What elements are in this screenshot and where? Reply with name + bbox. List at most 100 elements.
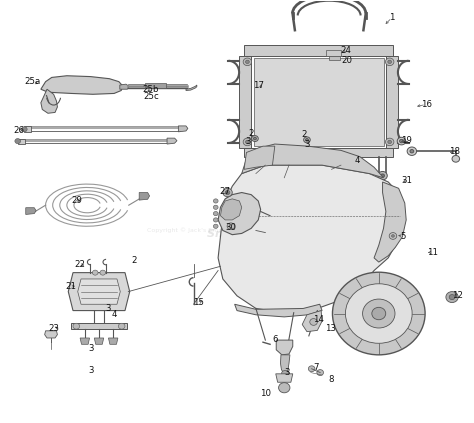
Circle shape	[21, 127, 27, 132]
Text: 13: 13	[325, 324, 336, 333]
Polygon shape	[254, 58, 383, 146]
Text: 6: 6	[273, 335, 278, 344]
Polygon shape	[78, 279, 120, 304]
Polygon shape	[326, 50, 341, 56]
Text: 12: 12	[452, 291, 463, 300]
Text: 25b: 25b	[143, 85, 159, 94]
Circle shape	[279, 383, 290, 393]
Circle shape	[118, 323, 125, 329]
Polygon shape	[80, 338, 90, 344]
Circle shape	[407, 147, 417, 155]
Text: 3: 3	[304, 140, 310, 149]
Text: 31: 31	[401, 176, 413, 185]
Polygon shape	[276, 340, 293, 355]
Circle shape	[385, 138, 394, 146]
Circle shape	[227, 223, 235, 230]
Polygon shape	[94, 338, 104, 344]
Text: 3: 3	[89, 343, 94, 353]
Text: 10: 10	[260, 389, 271, 398]
Circle shape	[372, 308, 386, 320]
Text: 16: 16	[420, 100, 431, 109]
Text: 19: 19	[401, 136, 411, 145]
Circle shape	[304, 137, 310, 143]
Polygon shape	[139, 192, 150, 200]
Text: 24: 24	[340, 46, 351, 55]
Circle shape	[346, 284, 412, 343]
Polygon shape	[71, 323, 128, 329]
Circle shape	[389, 233, 397, 239]
Circle shape	[243, 138, 252, 146]
Circle shape	[213, 205, 218, 209]
Text: 27: 27	[219, 187, 231, 196]
Text: 3: 3	[284, 368, 290, 377]
Circle shape	[254, 137, 256, 140]
Circle shape	[392, 235, 394, 237]
Circle shape	[388, 140, 392, 144]
Circle shape	[15, 139, 20, 144]
Circle shape	[243, 58, 252, 66]
Circle shape	[397, 137, 406, 145]
Circle shape	[223, 188, 232, 197]
Circle shape	[310, 319, 318, 325]
Text: 4: 4	[355, 157, 360, 165]
Text: 2: 2	[301, 130, 307, 139]
Polygon shape	[45, 331, 57, 338]
Polygon shape	[386, 55, 398, 148]
Polygon shape	[220, 199, 242, 220]
Polygon shape	[244, 45, 393, 55]
Circle shape	[410, 149, 414, 153]
Circle shape	[250, 171, 259, 180]
Text: 21: 21	[65, 282, 76, 291]
Circle shape	[100, 270, 106, 275]
Text: 18: 18	[449, 147, 460, 156]
Text: 30: 30	[225, 222, 237, 232]
Text: 29: 29	[71, 195, 82, 205]
Text: 26: 26	[13, 126, 24, 135]
Polygon shape	[167, 138, 177, 144]
Circle shape	[246, 60, 249, 63]
Circle shape	[252, 136, 258, 142]
Circle shape	[225, 190, 230, 195]
Polygon shape	[374, 182, 406, 262]
Polygon shape	[244, 148, 393, 157]
Text: 1: 1	[389, 13, 395, 22]
Text: 14: 14	[313, 315, 324, 324]
Circle shape	[385, 58, 394, 66]
Text: 17: 17	[253, 80, 264, 90]
Circle shape	[73, 323, 80, 329]
Text: 23: 23	[48, 324, 59, 333]
Text: Copyright © Jack's Small Engines: Copyright © Jack's Small Engines	[146, 228, 252, 233]
Circle shape	[246, 140, 249, 144]
Text: 2: 2	[248, 129, 254, 138]
Polygon shape	[218, 165, 402, 313]
Polygon shape	[218, 192, 261, 235]
Polygon shape	[18, 139, 25, 144]
Circle shape	[452, 155, 460, 162]
Circle shape	[213, 224, 218, 228]
Text: 25c: 25c	[143, 92, 159, 101]
Text: 4: 4	[111, 310, 117, 319]
Polygon shape	[41, 76, 123, 94]
Polygon shape	[68, 273, 130, 310]
Circle shape	[400, 140, 403, 143]
Circle shape	[309, 366, 315, 372]
Circle shape	[306, 139, 309, 141]
Polygon shape	[26, 208, 36, 214]
Polygon shape	[242, 144, 383, 178]
Polygon shape	[109, 338, 118, 344]
Text: 25a: 25a	[25, 77, 41, 86]
Text: 3: 3	[246, 137, 251, 146]
Polygon shape	[186, 85, 197, 91]
Text: 5: 5	[401, 232, 406, 241]
Text: 8: 8	[329, 375, 334, 384]
Polygon shape	[239, 55, 251, 148]
Circle shape	[253, 174, 256, 177]
Polygon shape	[328, 55, 340, 60]
Circle shape	[446, 291, 458, 302]
Circle shape	[92, 270, 98, 275]
Circle shape	[332, 272, 425, 355]
Circle shape	[213, 218, 218, 222]
Circle shape	[282, 371, 289, 377]
Circle shape	[213, 212, 218, 216]
Polygon shape	[120, 84, 129, 89]
